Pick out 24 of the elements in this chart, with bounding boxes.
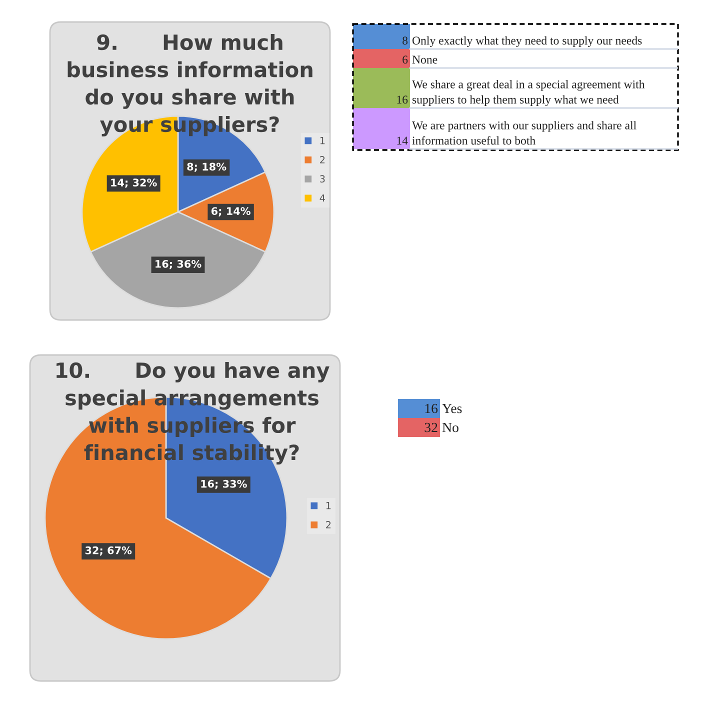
data-label: 14: [397, 136, 408, 144]
data-label: 16; 36%: [156, 260, 202, 270]
data-label: 32; 67%: [85, 546, 132, 556]
data-label: 8; 18%: [187, 162, 226, 172]
category-label: We are partners with our suppliers and share all information useful to both: [412, 121, 636, 145]
legend-label: 3: [320, 175, 325, 183]
data-label: 6; 14%: [211, 207, 250, 216]
legend-label: 1: [326, 502, 331, 510]
category-label: Only exactly what they need to supply our needs: [412, 36, 642, 47]
data-label: 16; 33%: [201, 480, 247, 490]
legend-label: 2: [326, 521, 331, 528]
data-label: 16: [425, 404, 438, 414]
data-label: 6: [402, 56, 408, 64]
legend-label: 2: [320, 156, 325, 164]
category-label: Yes: [442, 404, 462, 414]
data-label: 16: [397, 96, 408, 104]
category-label: We share a great deal in a special agreement with suppliers to help them supply what we need: [412, 80, 645, 106]
data-label: 14; 32%: [111, 178, 157, 188]
legend-label: 4: [320, 194, 325, 202]
data-label: 32: [424, 422, 438, 432]
category-label: None: [412, 56, 438, 64]
data-label: 8: [402, 36, 408, 45]
legend-label: 1: [320, 137, 325, 144]
category-label: No: [442, 422, 458, 432]
